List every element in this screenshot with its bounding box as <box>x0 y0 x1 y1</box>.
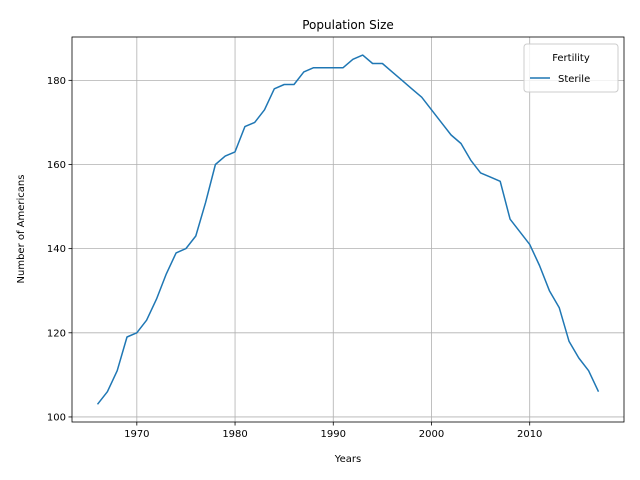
series-group <box>96 54 600 405</box>
y-tick-label: 160 <box>47 160 66 171</box>
series-line-sterile <box>96 54 600 405</box>
x-tick-label: 1980 <box>222 429 247 440</box>
legend-label-sterile: Sterile <box>558 74 590 85</box>
y-tick-label: 180 <box>47 76 66 87</box>
x-tick-label: 1990 <box>321 429 346 440</box>
x-axis-ticks: 1970 1980 1990 2000 2010 <box>124 422 542 440</box>
x-tick-label: 1970 <box>124 429 149 440</box>
y-tick-label: 120 <box>47 328 66 339</box>
y-axis-label: Number of Americans <box>16 175 27 284</box>
x-tick-label: 2000 <box>419 429 444 440</box>
chart-title: Population Size <box>302 18 394 32</box>
plot-frame <box>71 36 625 423</box>
legend-title: Fertility <box>552 53 590 64</box>
legend-box <box>523 43 619 93</box>
x-tick-label: 2010 <box>517 429 542 440</box>
legend: Fertility Sterile <box>523 43 619 93</box>
y-tick-label: 140 <box>47 244 66 255</box>
y-axis-ticks: 100 120 140 160 180 <box>47 76 72 423</box>
x-axis-label: Years <box>334 454 361 465</box>
y-tick-label: 100 <box>47 412 66 423</box>
